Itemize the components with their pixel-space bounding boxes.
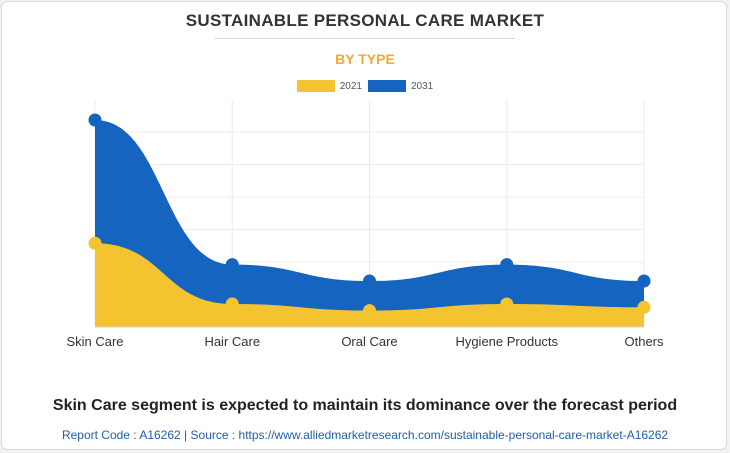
chart-legend: 2021 2031 — [0, 80, 730, 92]
report-code: Report Code : A16262 — [61, 428, 181, 442]
chart-headline: Skin Care segment is expected to maintai… — [52, 397, 678, 414]
x-tick-others: Others — [624, 334, 664, 349]
title-divider — [215, 38, 515, 39]
report-footer: Report Code : A16262 | Source : https://… — [0, 428, 730, 442]
point-2021-skin-care[interactable] — [88, 236, 102, 250]
point-2031-hygiene-products[interactable] — [500, 258, 514, 272]
legend-swatch-2021 — [296, 80, 335, 92]
point-2021-oral-care[interactable] — [363, 304, 376, 318]
point-2021-others[interactable] — [637, 300, 651, 314]
x-tick-skin-care: Skin Care — [66, 334, 123, 349]
point-2031-skin-care[interactable] — [88, 113, 102, 127]
x-tick-labels: Skin Care Hair Care Oral Care Hygiene Produ… — [66, 334, 664, 349]
legend-swatch-2031 — [368, 80, 406, 92]
data-points — [88, 113, 651, 318]
chart-subtitle: BY TYPE — [335, 51, 395, 67]
point-2031-hair-care[interactable] — [225, 258, 239, 272]
legend-label-2031: 2031 — [411, 80, 434, 92]
point-2021-hair-care[interactable] — [225, 297, 239, 311]
area-series-2031 — [95, 120, 644, 327]
point-2031-others[interactable] — [637, 274, 651, 288]
legend-label-2021: 2021 — [339, 80, 362, 92]
legend-item-2031[interactable]: 2031 — [368, 80, 433, 92]
chart-title: SUSTAINABLE PERSONAL CARE MARKET — [185, 11, 545, 30]
legend-item-2021[interactable]: 2021 — [296, 80, 362, 92]
x-tick-hygiene-products: Hygiene Products — [455, 334, 558, 349]
point-2021-hygiene-products[interactable] — [500, 297, 514, 311]
x-tick-hair-care: Hair Care — [204, 334, 260, 349]
x-tick-oral-care: Oral Care — [341, 334, 397, 349]
point-2031-oral-care[interactable] — [363, 274, 376, 288]
footer-separator: | — [184, 428, 188, 442]
source-link[interactable]: Source : https://www.alliedmarketresearc… — [190, 428, 669, 442]
